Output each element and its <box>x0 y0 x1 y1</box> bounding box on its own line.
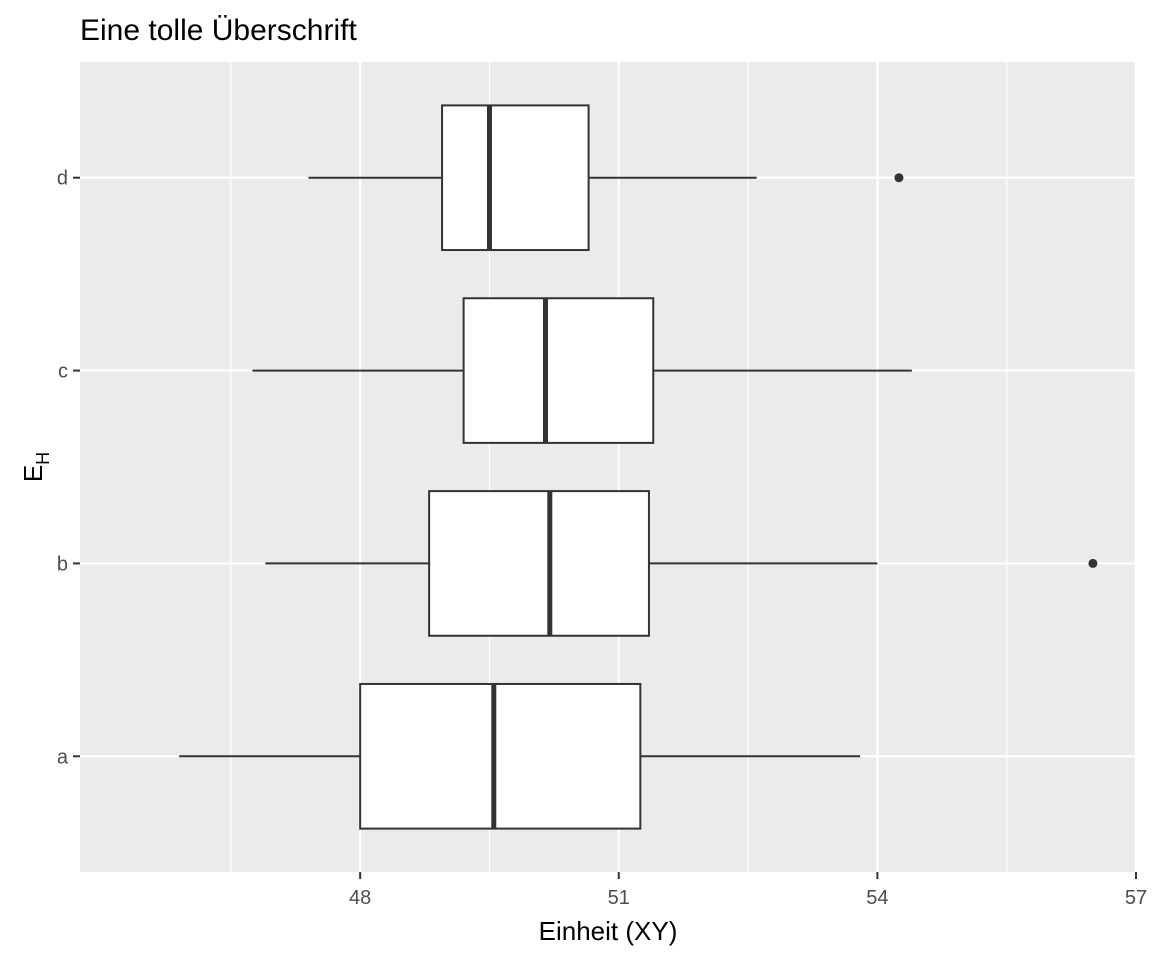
y-axis-title-main: E <box>18 465 48 482</box>
x-axis-title: Einheit (XY) <box>539 916 678 946</box>
y-tick-label-c: c <box>58 361 68 383</box>
boxes-layer <box>179 104 1098 830</box>
y-axis-title-sub: H <box>33 452 53 465</box>
box-c <box>462 297 655 444</box>
x-tick-label: 51 <box>608 887 630 909</box>
y-tick-label-a: a <box>57 746 69 768</box>
chart-title: Eine tolle Überschrift <box>80 14 357 47</box>
y-tick-label-d: d <box>57 168 68 190</box>
x-tick-label: 48 <box>349 887 371 909</box>
box-group-a <box>179 682 861 830</box>
box-b <box>428 490 650 637</box>
box-group-b <box>265 490 1098 637</box>
outlier-point-d <box>894 173 904 183</box>
y-axis-title: EH <box>18 452 53 482</box>
x-axis-ticks: 48 51 54 57 <box>349 872 1147 909</box>
box-a <box>359 682 642 830</box>
box-group-d <box>308 104 904 252</box>
x-tick-label: 57 <box>1125 887 1147 909</box>
outlier-point-b <box>1088 558 1098 568</box>
box-d <box>441 104 590 252</box>
box-group-c <box>252 297 912 444</box>
y-axis-ticks: a b c d <box>57 168 80 768</box>
y-tick-label-b: b <box>57 553 68 575</box>
x-tick-label: 54 <box>866 887 888 909</box>
